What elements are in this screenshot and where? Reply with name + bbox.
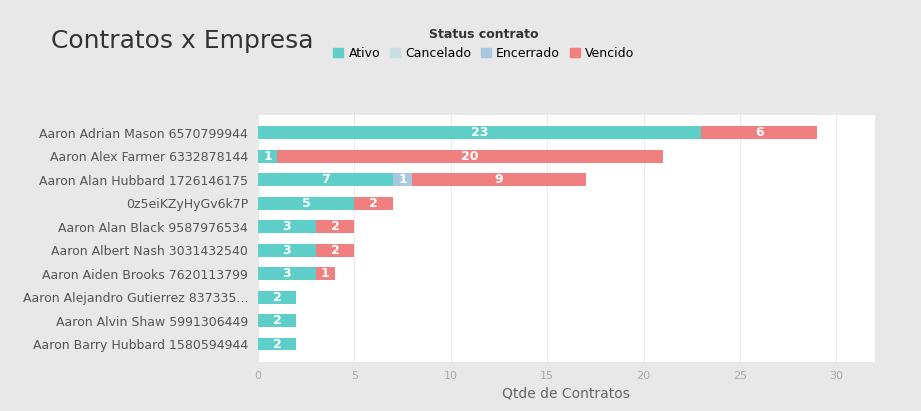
Bar (702, 126, 817, 139)
Text: 3: 3 (283, 244, 291, 256)
Text: 2: 2 (273, 314, 282, 327)
Bar (258, 291, 297, 303)
Bar (258, 197, 355, 210)
Bar (412, 173, 586, 186)
Bar (393, 173, 412, 186)
Text: 3: 3 (283, 267, 291, 280)
Bar (355, 197, 393, 210)
Text: 2: 2 (331, 244, 340, 256)
Text: 2: 2 (369, 197, 378, 210)
Text: 20: 20 (461, 150, 479, 163)
Text: 1: 1 (321, 267, 330, 280)
Text: 7: 7 (321, 173, 330, 186)
Text: Contratos x Empresa: Contratos x Empresa (51, 29, 313, 53)
Bar (258, 267, 316, 280)
Bar (277, 150, 663, 163)
Text: 3: 3 (283, 220, 291, 233)
Bar (258, 314, 297, 327)
Bar (258, 244, 316, 256)
X-axis label: Qtde de Contratos: Qtde de Contratos (503, 387, 630, 401)
Text: 2: 2 (331, 220, 340, 233)
Bar (258, 126, 702, 139)
Bar (258, 173, 393, 186)
Text: 1: 1 (398, 173, 407, 186)
Bar (316, 267, 335, 280)
Legend: Ativo, Cancelado, Encerrado, Vencido: Ativo, Cancelado, Encerrado, Vencido (333, 28, 635, 60)
Text: 9: 9 (495, 173, 503, 186)
Text: 5: 5 (302, 197, 310, 210)
Text: 2: 2 (273, 337, 282, 351)
Bar (258, 337, 297, 351)
Bar (258, 220, 316, 233)
Text: 1: 1 (263, 150, 272, 163)
Text: 23: 23 (471, 126, 488, 139)
Text: 6: 6 (755, 126, 764, 139)
Bar (316, 220, 355, 233)
Text: 2: 2 (273, 291, 282, 304)
Bar (258, 150, 277, 163)
Bar (316, 244, 355, 256)
